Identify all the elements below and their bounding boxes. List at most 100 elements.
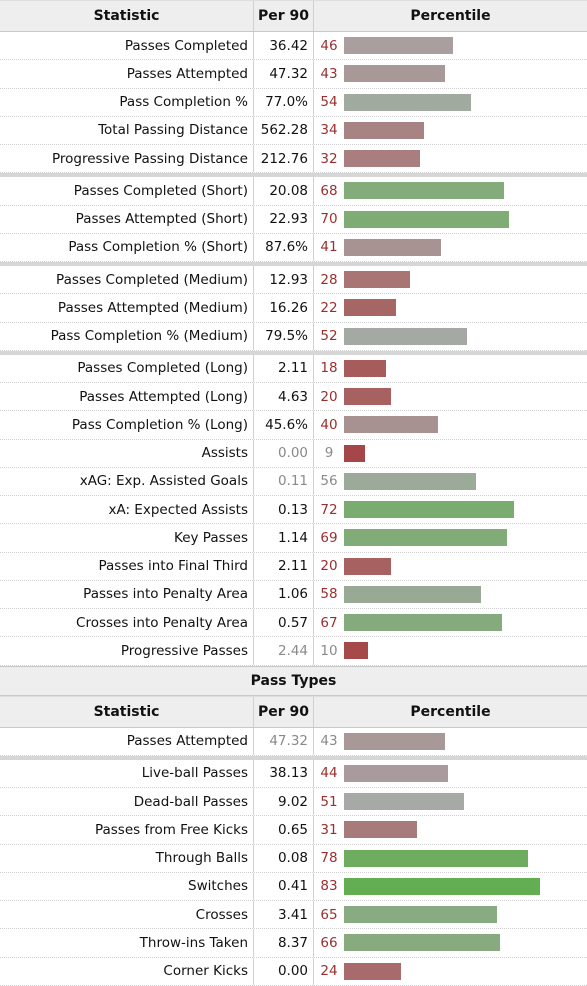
- stat-name: Progressive Passes: [0, 637, 254, 665]
- per90-value: 4.63: [277, 388, 308, 405]
- percentile-cell: 10: [314, 637, 587, 664]
- percentile-bar: [344, 529, 507, 547]
- table-row: Passes Completed (Medium) 12.93 28: [0, 266, 587, 295]
- stat-name: Crosses into Penalty Area: [0, 609, 254, 637]
- per90-value: 0.65: [277, 821, 308, 838]
- percentile-value: 31: [320, 821, 338, 838]
- stat-name: Passes Attempted: [0, 727, 254, 755]
- group-separator: [0, 755, 587, 760]
- percentile-cell: 34: [314, 117, 587, 144]
- percentile-value: 56: [320, 473, 338, 490]
- percentile-cell: 18: [314, 355, 587, 382]
- per90-value: 47.32: [269, 733, 308, 750]
- per90-value: 1.06: [277, 586, 308, 603]
- percentile-value: 83: [320, 878, 338, 895]
- percentile-bar: [344, 37, 453, 55]
- group-separator: [0, 173, 587, 178]
- table-header-2: Statistic Per 90 Percentile: [0, 695, 587, 728]
- percentile-bar: [344, 793, 464, 811]
- percentile-column-header-2[interactable]: Percentile: [410, 703, 491, 720]
- per90-cell: 45.6%: [254, 411, 314, 439]
- statistic-column-header-2[interactable]: Statistic: [0, 696, 254, 727]
- percentile-cell: 46: [314, 32, 587, 59]
- stat-name: Passes Completed (Medium): [0, 266, 254, 294]
- percentile-cell: 43: [314, 728, 587, 755]
- per90-cell: 0.65: [254, 816, 314, 844]
- stat-name: Passes into Penalty Area: [0, 580, 254, 608]
- stat-name: Passes into Final Third: [0, 552, 254, 580]
- percentile-bar: [344, 934, 500, 952]
- percentile-value: 65: [320, 906, 338, 923]
- percentile-bar: [344, 359, 386, 377]
- stat-name: Passes Attempted (Long): [0, 383, 254, 411]
- per90-cell: 0.41: [254, 872, 314, 900]
- per90-cell: 2.11: [254, 354, 314, 382]
- stat-name: Pass Completion % (Long): [0, 411, 254, 439]
- percentile-bar: [344, 388, 391, 406]
- per90-value: 3.41: [277, 906, 308, 923]
- per90-cell: 47.32: [254, 727, 314, 755]
- percentile-value: 40: [320, 416, 338, 433]
- table-row: Passes into Penalty Area 1.06 58: [0, 580, 587, 609]
- percentile-bar: [344, 121, 424, 139]
- per90-column-header[interactable]: Per 90: [254, 1, 314, 31]
- percentile-bar: [344, 585, 481, 603]
- percentile-value: 51: [320, 793, 338, 810]
- table-row: Crosses 3.41 65: [0, 901, 587, 930]
- statistic-column-header[interactable]: Statistic: [0, 1, 254, 31]
- percentile-value: 54: [320, 94, 338, 111]
- per90-cell: 47.32: [254, 60, 314, 88]
- percentile-bar: [344, 65, 445, 83]
- stat-name: Passes from Free Kicks: [0, 816, 254, 844]
- per90-cell: 4.63: [254, 383, 314, 411]
- table-row: Passes into Final Third 2.11 20: [0, 552, 587, 581]
- table-row: Crosses into Penalty Area 0.57 67: [0, 609, 587, 638]
- table-row: Dead-ball Passes 9.02 51: [0, 788, 587, 817]
- per90-value: 45.6%: [265, 416, 308, 433]
- table-row: Passes Attempted (Long) 4.63 20: [0, 383, 587, 412]
- percentile-bar: [344, 271, 410, 289]
- stat-name: Throw-ins Taken: [0, 929, 254, 957]
- percentile-cell: 51: [314, 788, 587, 815]
- per90-value: 87.6%: [265, 239, 308, 256]
- stat-name: Dead-ball Passes: [0, 788, 254, 816]
- per90-cell: 79.5%: [254, 322, 314, 350]
- table-row: Pass Completion % 77.0% 54: [0, 88, 587, 117]
- per90-value: 8.37: [277, 934, 308, 951]
- per90-cell: 0.13: [254, 496, 314, 524]
- per90-value: 0.13: [277, 501, 308, 518]
- per90-value: 0.00: [277, 445, 308, 462]
- percentile-value: 68: [320, 182, 338, 199]
- table-row: Passes Attempted (Short) 22.93 70: [0, 205, 587, 234]
- per90-column-header-2[interactable]: Per 90: [254, 696, 314, 727]
- per90-value: 212.76: [260, 150, 308, 167]
- stat-name: Passes Attempted (Short): [0, 205, 254, 233]
- percentile-cell: 28: [314, 266, 587, 293]
- percentile-value: 69: [320, 529, 338, 546]
- percentile-value: 43: [320, 733, 338, 750]
- per90-cell: 38.13: [254, 759, 314, 787]
- per90-cell: 12.93: [254, 266, 314, 294]
- per90-cell: 1.14: [254, 524, 314, 552]
- percentile-value: 43: [320, 65, 338, 82]
- percentile-cell: 31: [314, 816, 587, 843]
- per90-cell: 9.02: [254, 788, 314, 816]
- per90-cell: 0.08: [254, 844, 314, 872]
- percentile-bar: [344, 93, 471, 111]
- table-row: Through Balls 0.08 78: [0, 844, 587, 873]
- per90-value: 0.41: [277, 878, 308, 895]
- percentile-value: 9: [324, 445, 334, 462]
- stat-name: Passes Completed: [0, 32, 254, 60]
- per90-cell: 36.42: [254, 32, 314, 60]
- percentile-column-header[interactable]: Percentile: [410, 8, 491, 24]
- per90-value: 0.00: [277, 963, 308, 980]
- stat-name: Progressive Passing Distance: [0, 145, 254, 173]
- percentile-cell: 20: [314, 553, 587, 580]
- table-row: Throw-ins Taken 8.37 66: [0, 929, 587, 958]
- percentile-value: 46: [320, 37, 338, 54]
- percentile-value: 41: [320, 239, 338, 256]
- per90-cell: 20.08: [254, 177, 314, 205]
- per90-value: 0.11: [277, 473, 308, 490]
- table-header: Statistic Per 90 Percentile: [0, 0, 587, 32]
